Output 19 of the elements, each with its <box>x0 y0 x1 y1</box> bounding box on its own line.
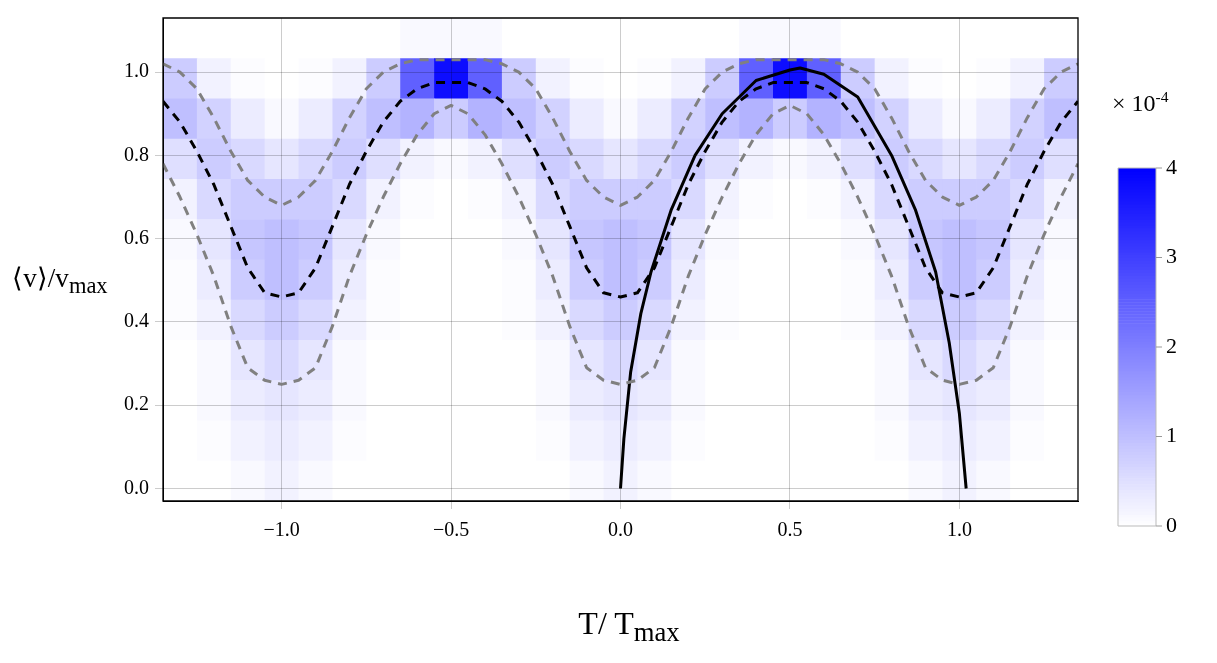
x-tick-label: 1.0 <box>946 518 972 541</box>
color-bar-label: 0 <box>1166 511 1177 537</box>
y-tick-label: 0.6 <box>124 225 149 248</box>
color-bar-label: 2 <box>1166 332 1177 358</box>
y-axis-title: ⟨v⟩/v$_{max}$ <box>11 262 109 300</box>
y-tick-label: 0.0 <box>124 475 149 498</box>
color-bar-label: 4 <box>1166 153 1177 179</box>
color-bar-title: × 10$^{-4}$ <box>1112 88 1169 117</box>
y-tick-label: 1.0 <box>124 59 149 82</box>
x-tick-label: −0.5 <box>432 518 470 541</box>
x-tick-label: −1.0 <box>263 518 300 541</box>
color-bar-label: 3 <box>1166 243 1177 269</box>
y-tick-label: 0.4 <box>124 309 149 332</box>
y-tick-label: 0.2 <box>124 392 149 415</box>
x-tick-label: 0.5 <box>777 518 803 541</box>
x-tick-label: 0.0 <box>608 518 633 541</box>
color-bar-label: 1 <box>1166 422 1177 448</box>
x-axis-title: T/ T$_{max}$ <box>577 605 681 649</box>
y-tick-label: 0.8 <box>124 142 149 165</box>
